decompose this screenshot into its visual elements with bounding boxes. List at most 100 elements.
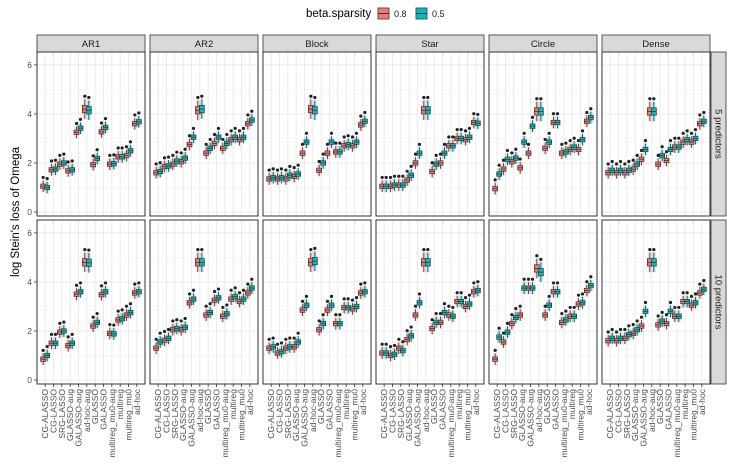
outlier-point: [158, 161, 162, 165]
outlier-point: [693, 292, 698, 296]
panel-background: [37, 220, 145, 384]
box-galasso-0-5: [328, 294, 335, 312]
box-glasso-aug-0-5: [69, 332, 76, 350]
outlier-point: [426, 95, 430, 100]
outlier-point: [313, 95, 317, 100]
outlier-point: [95, 148, 99, 152]
outlier-point: [434, 311, 438, 316]
outlier-point: [74, 121, 79, 126]
box-ad-hoc-0-8: [244, 113, 251, 130]
outlier-point: [497, 163, 501, 167]
y-tick-label: 0: [27, 207, 32, 217]
box-glasso-aug-0-5: [634, 319, 641, 336]
outlier-point: [422, 247, 426, 252]
outlier-point: [555, 112, 560, 116]
box-srg-lasso-0-5: [286, 164, 293, 182]
outlier-point: [572, 136, 576, 140]
x-tick-label: multireg_mu0-aug: [559, 389, 569, 458]
outlier-point: [547, 294, 551, 298]
box-ad-hoc-aug-0-5: [424, 247, 431, 273]
strip-star: Star: [375, 34, 485, 53]
x-tick-label: multireg: [680, 389, 690, 420]
box-cg-lasso-0-8: [500, 331, 507, 348]
strip-label: Dense: [642, 39, 669, 50]
x-tick-label: GALASSO-aug: [413, 389, 423, 447]
outlier-point: [568, 305, 572, 310]
box-galasso-0-5: [554, 281, 561, 298]
box-srg-lasso-0-8: [282, 168, 289, 185]
box-multireg-0-5: [119, 146, 126, 163]
box-multireg-0-5: [345, 134, 352, 151]
outlier-point: [187, 292, 192, 296]
outlier-point: [518, 304, 522, 308]
outlier-point: [476, 280, 480, 284]
box-multireg-mu0-aug-0-5: [110, 153, 117, 170]
box-glasso-aug-0-8: [517, 157, 524, 174]
outlier-point: [397, 337, 401, 341]
x-tick-label: ad-hoc-aug: [308, 389, 318, 432]
outlier-point: [241, 126, 246, 130]
outlier-point: [196, 95, 200, 100]
box-ad-hoc-aug-0-5: [537, 97, 544, 122]
x-tick-label: CG-LASSO: [388, 389, 398, 433]
outlier-point: [300, 142, 305, 146]
outlier-point: [338, 141, 342, 145]
box-ad-hoc-aug-0-5: [198, 94, 205, 119]
outlier-point: [543, 304, 547, 308]
box-cg-alasso-0-8: [153, 337, 160, 355]
outlier-point: [246, 282, 250, 286]
outlier-point: [350, 135, 355, 139]
outlier-point: [128, 302, 133, 306]
box-srg-lasso-0-5: [512, 147, 519, 164]
outlier-point: [200, 94, 204, 98]
outlier-point: [447, 135, 451, 139]
box-cg-lasso-0-5: [617, 327, 624, 345]
box-multireg-0-5: [458, 128, 465, 145]
outlier-point: [388, 175, 393, 180]
x-tick-label: SRG-LASSO: [509, 389, 519, 439]
outlier-point: [241, 288, 246, 292]
box-multireg-mu0-aug-0-8: [219, 137, 226, 155]
box-ad-hoc-0-5: [248, 277, 255, 294]
box-galasso-0-8: [663, 150, 670, 167]
outlier-point: [522, 131, 526, 135]
outlier-point: [317, 159, 321, 164]
x-tick-label: ad-hoc: [132, 388, 142, 415]
x-tick-label: ad-hoc: [245, 388, 255, 415]
outlier-point: [631, 322, 635, 327]
box-multireg-0-5: [458, 291, 465, 308]
outlier-point: [689, 131, 694, 135]
outlier-point: [53, 158, 58, 162]
box-ad-hoc-0-8: [696, 282, 703, 299]
x-tick-label: multireg_mu0: [124, 389, 134, 441]
outlier-point: [614, 330, 619, 334]
outlier-point: [246, 113, 250, 117]
box-glasso-aug-0-5: [408, 164, 415, 182]
outlier-point: [564, 309, 568, 313]
outlier-point: [321, 152, 325, 156]
box-multireg-mu0-0-8: [462, 296, 469, 313]
x-tick-label: GALASSO-aug: [187, 389, 197, 447]
outlier-point: [656, 314, 660, 318]
outlier-point: [673, 136, 677, 140]
outlier-point: [284, 337, 288, 341]
panel-ar2-10-predictors: CG-ALASSOCG-LASSOSRG-LASSOGLASSO-augGALA…: [149, 219, 259, 458]
x-tick-label: multireg_mu0-aug: [672, 389, 682, 458]
outlier-point: [166, 155, 171, 159]
outlier-point: [397, 174, 401, 178]
box-multireg-mu0-aug-0-5: [675, 305, 682, 323]
outlier-point: [589, 107, 593, 111]
box-galasso-aug-0-5: [529, 115, 536, 133]
panel-circle-10-predictors: CG-ALASSOCG-LASSOSRG-LASSOGLASSO-augGALA…: [488, 219, 598, 458]
outlier-point: [668, 300, 673, 305]
outlier-point: [585, 280, 589, 284]
panel-border: [601, 51, 711, 217]
outlier-point: [250, 109, 254, 113]
outlier-point: [354, 131, 359, 135]
outlier-point: [120, 308, 124, 312]
outlier-point: [493, 348, 497, 352]
box-multireg-mu0-aug-0-5: [449, 135, 456, 152]
outlier-point: [459, 291, 463, 295]
box-galasso-aug-0-5: [303, 131, 310, 149]
outlier-point: [112, 323, 116, 327]
